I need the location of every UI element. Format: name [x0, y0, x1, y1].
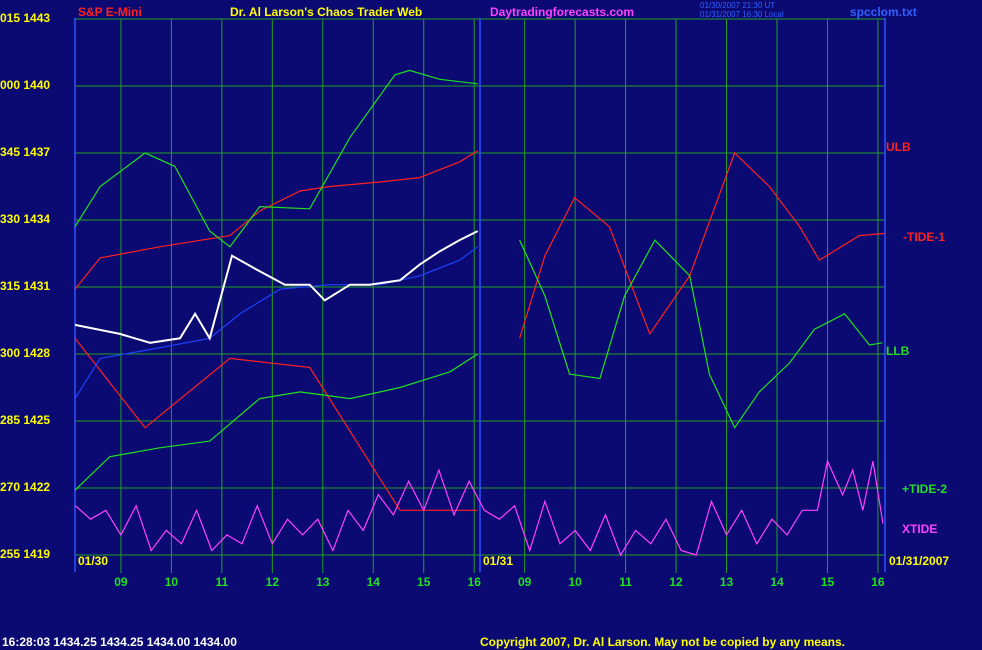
x-tick-label: 12: [669, 575, 683, 589]
y-tick-label: 315 1431: [0, 279, 50, 293]
timestamp: 01/30/2007 21:30 UT: [700, 1, 775, 10]
status-line: 16:28:03 1434.25 1434.25 1434.00 1434.00: [2, 635, 237, 649]
y-tick-label: 345 1437: [0, 145, 50, 159]
grid: [75, 18, 885, 573]
series-line: [74, 69, 478, 248]
y-tick-label: 330 1434: [0, 212, 50, 226]
x-tick-label: 14: [367, 575, 381, 589]
legend-label: ULB: [886, 140, 911, 154]
date-label: 01/31: [483, 554, 513, 568]
x-tick-label: 15: [821, 575, 835, 589]
series-line: [74, 150, 479, 290]
y-tick-label: 255 1419: [0, 547, 50, 561]
x-tick-label: 16: [468, 575, 482, 589]
site: Daytradingforecasts.com: [490, 5, 634, 19]
y-tick-label: 000 1440: [0, 78, 50, 92]
x-tick-label: 13: [316, 575, 330, 589]
series-line: [74, 230, 479, 344]
y-tick-label: 015 1443: [0, 11, 50, 25]
legend-label: -TIDE-1: [903, 230, 945, 244]
y-tick-label: 270 1422: [0, 480, 50, 494]
legend-label: LLB: [886, 344, 910, 358]
series-line: [74, 239, 883, 491]
x-tick-label: 14: [770, 575, 784, 589]
x-tick-label: 09: [114, 575, 128, 589]
series-line: [74, 246, 479, 399]
x-tick-label: 09: [518, 575, 532, 589]
x-tick-label: 10: [165, 575, 179, 589]
series-line: [74, 151, 885, 511]
series-line: [75, 459, 884, 557]
copyright: Copyright 2007, Dr. Al Larson. May not b…: [480, 635, 845, 649]
legend-label: +TIDE-2: [902, 482, 947, 496]
x-tick-label: 11: [216, 575, 229, 589]
x-tick-label: 12: [266, 575, 280, 589]
file-name: spcclom.txt: [850, 5, 917, 19]
date-label: 01/31/2007: [889, 554, 949, 568]
x-tick-label: 15: [417, 575, 431, 589]
y-tick-label: 300 1428: [0, 346, 50, 360]
plot: [74, 69, 885, 557]
timestamp: 01/31/2007 16:30 Local: [700, 10, 784, 19]
x-tick-label: 10: [568, 575, 582, 589]
symbol: S&P E-Mini: [78, 5, 142, 19]
date-label: 01/30: [78, 554, 108, 568]
x-tick-label: 16: [871, 575, 885, 589]
chart-title: Dr. Al Larson's Chaos Trader Web: [230, 5, 422, 19]
y-tick-label: 285 1425: [0, 413, 50, 427]
x-tick-label: 13: [720, 575, 734, 589]
legend-label: XTIDE: [902, 522, 937, 536]
x-tick-label: 11: [619, 575, 632, 589]
